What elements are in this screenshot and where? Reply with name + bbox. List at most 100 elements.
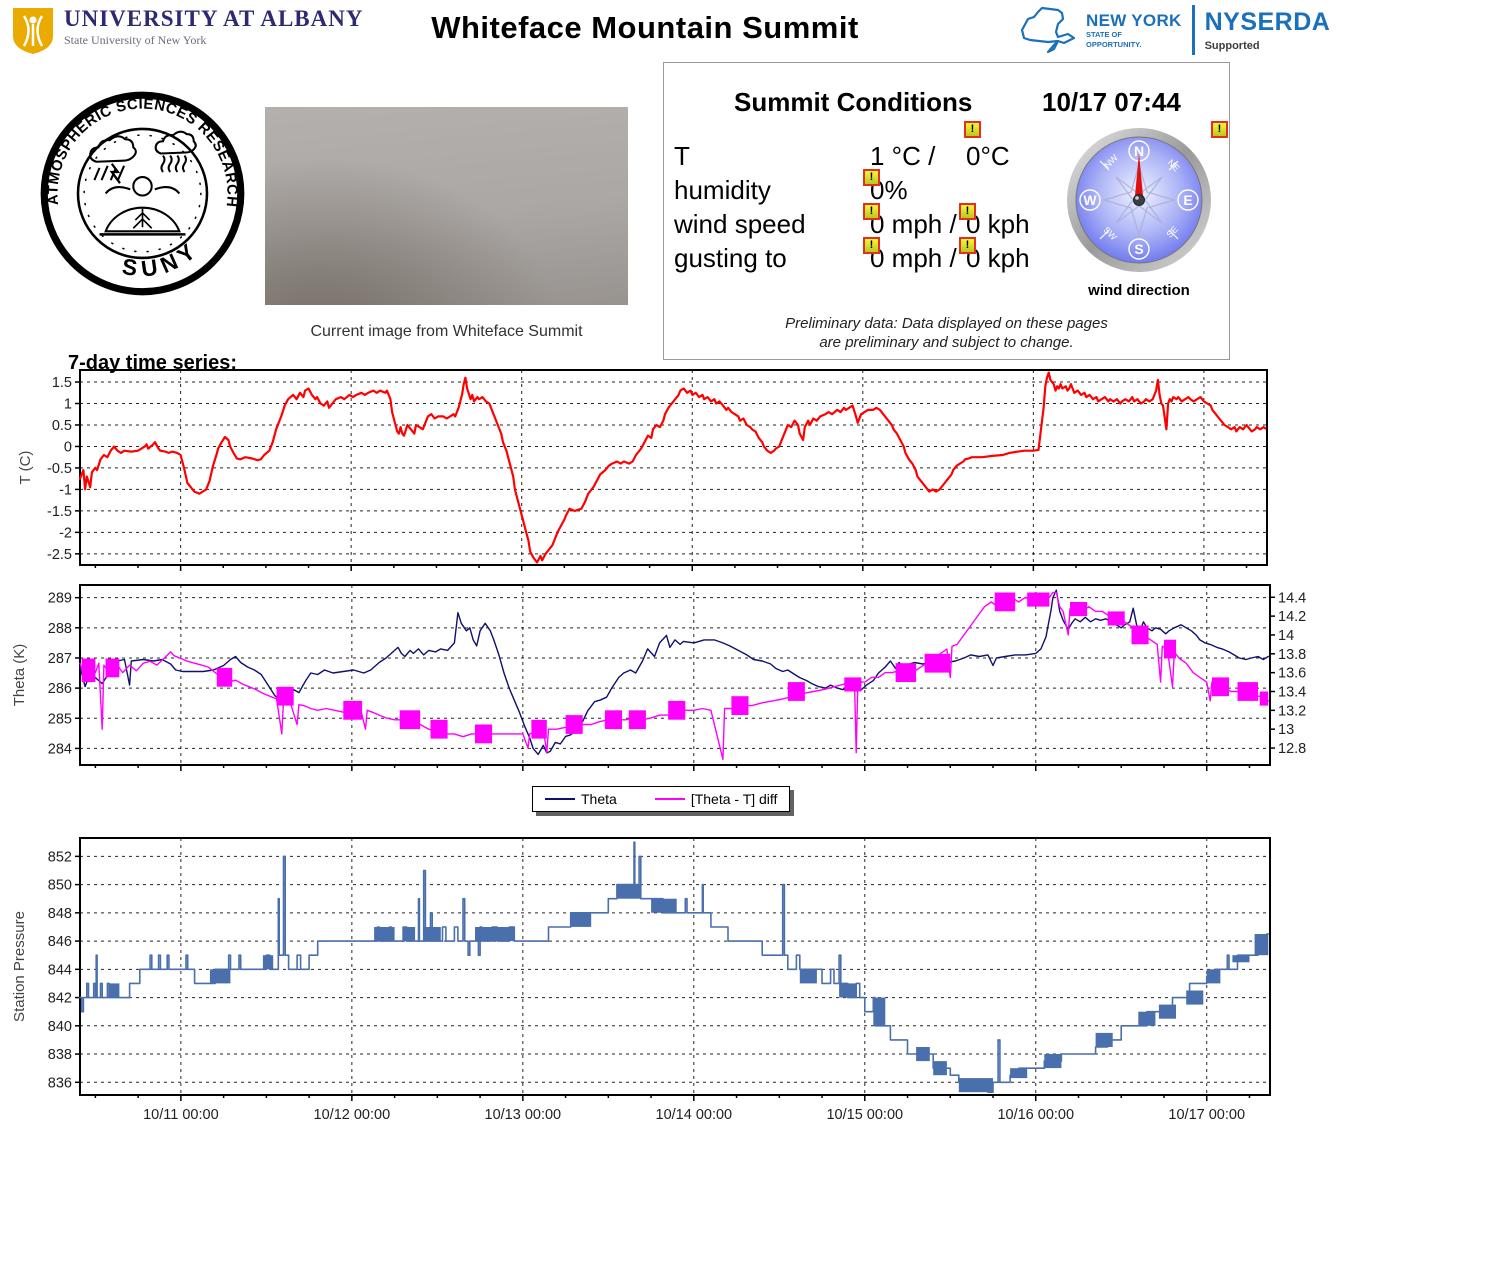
svg-text:T (C): T (C)	[17, 451, 34, 485]
svg-text:13.8: 13.8	[1278, 647, 1306, 663]
humidity-label: humidity	[674, 175, 771, 205]
asrc-suny-logo[interactable]: ATMOSPHERIC SCIENCES RESEARCH CENTER SUN…	[40, 88, 245, 303]
svg-text:838: 838	[48, 1047, 72, 1063]
legend-item-diff: [Theta - T] diff	[654, 791, 778, 807]
webcam-caption: Current image from Whiteface Summit	[310, 323, 583, 340]
page-title: Whiteface Mountain Summit	[431, 10, 859, 45]
chart-temp-svg: 1.5 1 0.5 0 -0.5 -1 -1.5 -2 -2.5 T (C)	[17, 369, 1268, 571]
svg-text:0: 0	[64, 439, 72, 455]
svg-text:Theta (K): Theta (K)	[11, 644, 28, 707]
warning-icon: !	[863, 169, 880, 186]
svg-text:286: 286	[48, 681, 72, 697]
temperature-label: T	[674, 141, 690, 171]
svg-text:-2.5: -2.5	[47, 547, 72, 563]
svg-text:288: 288	[48, 621, 72, 637]
svg-text:13.4: 13.4	[1278, 684, 1306, 700]
wind-direction-compass: N E S W NW NE SW SE	[1064, 125, 1214, 299]
svg-text:10/12 00:00: 10/12 00:00	[314, 1107, 391, 1123]
svg-text:846: 846	[48, 934, 72, 950]
svg-text:0.5: 0.5	[52, 418, 72, 434]
compass-n: N	[1134, 143, 1144, 159]
nyserda-name: NYSERDA	[1204, 8, 1331, 36]
warning-icon: !	[863, 237, 880, 254]
theta-line-swatch	[545, 798, 575, 800]
warning-icon: !	[964, 121, 981, 138]
svg-text:10/17 00:00: 10/17 00:00	[1168, 1107, 1245, 1123]
gusting-label: gusting to	[674, 243, 787, 273]
nyserda-supported: Supported	[1204, 40, 1260, 52]
svg-text:836: 836	[48, 1075, 72, 1091]
ua-name: UNIVERSITY AT ALBANY	[64, 6, 364, 31]
legend-theta-label: Theta	[581, 791, 617, 807]
svg-text:852: 852	[48, 849, 72, 865]
svg-text:-0.5: -0.5	[47, 461, 72, 477]
nys-wordmark: NEW YORK STATE OF OPPORTUNITY.	[1086, 12, 1182, 48]
gusting-kph: ! 0 kph	[959, 237, 1030, 274]
asrc-emblem-art	[89, 130, 197, 236]
nys-line2: STATE OF	[1086, 30, 1122, 39]
ua-subname: State University of New York	[64, 33, 207, 47]
svg-text:10/13 00:00: 10/13 00:00	[485, 1107, 562, 1123]
svg-text:-2: -2	[59, 525, 72, 541]
legend-diff-label: [Theta - T] diff	[690, 791, 778, 807]
preliminary-data-note: Preliminary data: Data displayed on thes…	[785, 315, 1108, 351]
wind-speed-kph: ! 0 kph	[959, 203, 1030, 240]
gusting-mph: ! 0 mph /	[863, 237, 957, 274]
ua-wordmark: UNIVERSITY AT ALBANY State University of…	[64, 6, 363, 48]
university-at-albany-logo[interactable]: UNIVERSITY AT ALBANY State University of…	[10, 6, 363, 56]
svg-text:-1.5: -1.5	[47, 504, 72, 520]
condition-row-temperature: T 1 °C / ! 0°C	[674, 121, 1010, 173]
condition-row-wind-speed: wind speed ! 0 mph / ! 0 kph	[674, 203, 1030, 241]
conditions-title: Summit Conditions	[734, 87, 973, 117]
chart-legend: Theta [Theta - T] diff	[532, 786, 791, 812]
svg-text:-1: -1	[59, 482, 72, 498]
ny-state-outline-icon	[1020, 6, 1076, 54]
nys-line1: NEW YORK	[1086, 11, 1182, 30]
svg-text:285: 285	[48, 711, 72, 727]
svg-text:289: 289	[48, 591, 72, 607]
conditions-timestamp: 10/17 07:44	[1042, 87, 1181, 117]
svg-text:14.2: 14.2	[1278, 609, 1306, 625]
compass-icon: N E S W NW NE SW SE	[1067, 128, 1211, 272]
chart-theta-svg: 289 288 287 286 285 284 14.4 14.2 14 13.8 13.6 13.4…	[11, 584, 1306, 771]
svg-text:287: 287	[48, 651, 72, 667]
svg-text:14: 14	[1278, 628, 1294, 644]
wind-speed-mph: ! 0 mph /	[863, 203, 957, 240]
nyserda-logo[interactable]: NEW YORK STATE OF OPPORTUNITY. NYSERDA S…	[1018, 4, 1330, 56]
svg-text:844: 844	[48, 962, 72, 978]
chart-pressure-svg: 852 850 848 846 844 842 840 838 836 10/11 00:00 10…	[11, 837, 1271, 1123]
temperature-value-c: 1 °C /	[870, 141, 936, 171]
warning-icon: !	[959, 237, 976, 254]
svg-text:12.8: 12.8	[1278, 741, 1306, 757]
wind-direction-label: wind direction	[1088, 282, 1190, 299]
svg-text:10/11 00:00: 10/11 00:00	[143, 1107, 219, 1123]
svg-text:13.6: 13.6	[1278, 666, 1306, 682]
svg-text:284: 284	[48, 741, 72, 757]
condition-row-humidity: humidity ! 0%	[674, 169, 908, 207]
ua-shield-icon	[13, 8, 53, 54]
svg-text:842: 842	[48, 991, 72, 1007]
svg-text:10/15 00:00: 10/15 00:00	[826, 1107, 903, 1123]
wind-speed-label: wind speed	[674, 209, 806, 239]
warning-icon: !	[863, 203, 880, 220]
svg-text:840: 840	[48, 1019, 72, 1035]
svg-text:1: 1	[64, 397, 72, 413]
compass-s: S	[1134, 241, 1143, 257]
svg-text:13: 13	[1278, 722, 1294, 738]
svg-text:14.4: 14.4	[1278, 590, 1306, 606]
section-heading: 7-day time series:	[68, 352, 237, 374]
compass-w: W	[1083, 192, 1097, 208]
nyserda-wordmark: NYSERDA Supported	[1205, 8, 1331, 52]
svg-text:10/16 00:00: 10/16 00:00	[997, 1107, 1074, 1123]
temperature-value-2: ! 0°C	[964, 121, 1010, 171]
nys-line3: OPPORTUNITY.	[1086, 39, 1142, 49]
condition-row-gusting: gusting to ! 0 mph / ! 0 kph	[674, 237, 1030, 275]
svg-text:1.5: 1.5	[52, 375, 72, 391]
summit-webcam-image	[265, 107, 628, 305]
compass-needle	[1134, 153, 1144, 201]
svg-text:850: 850	[48, 878, 72, 894]
humidity-value: ! 0%	[863, 169, 908, 206]
compass-e: E	[1183, 192, 1192, 208]
legend-item-theta: Theta	[545, 791, 617, 807]
